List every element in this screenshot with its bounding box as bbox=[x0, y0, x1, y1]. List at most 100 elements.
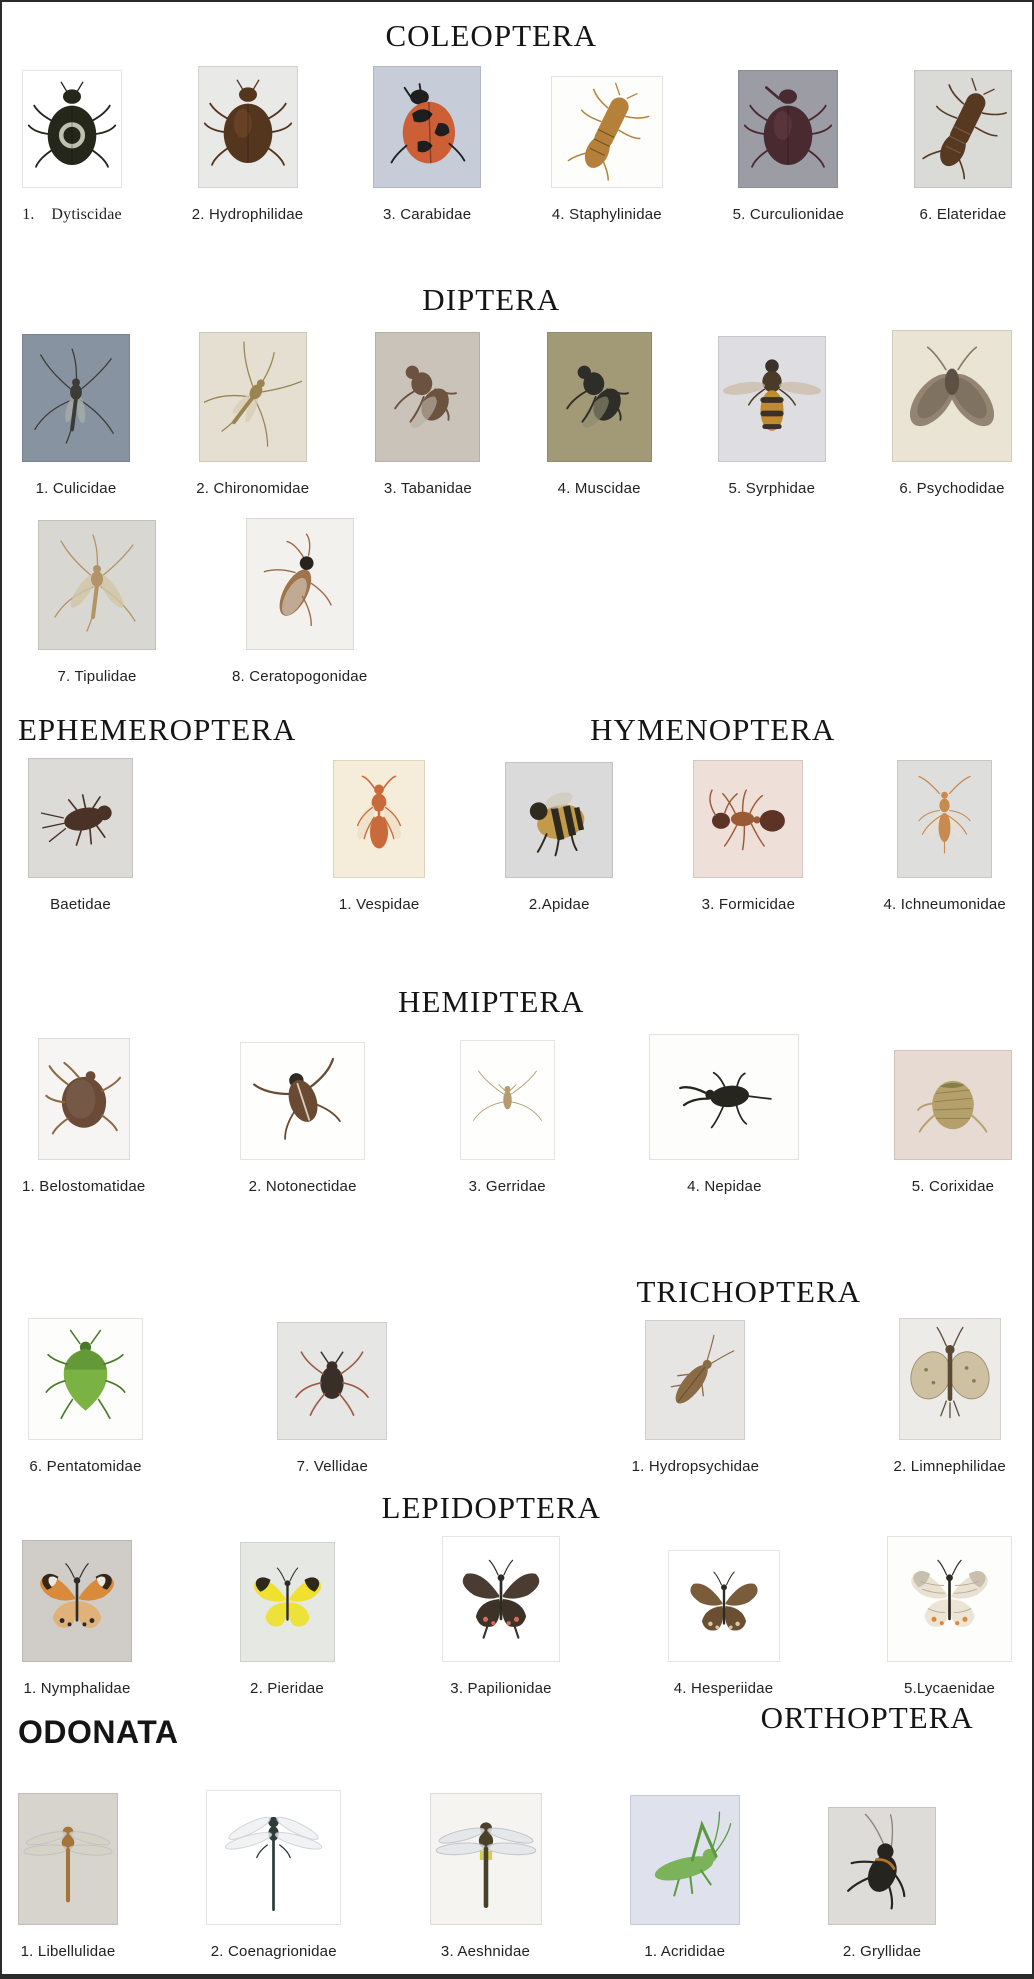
specimen-vespidae: 1. Vespidae bbox=[333, 760, 426, 914]
specimen-photo bbox=[693, 760, 804, 878]
specimen-label: 2. Hydrophilidae bbox=[191, 206, 304, 223]
specimen-label: 5. Corixidae bbox=[911, 1178, 995, 1195]
waterbug-icon bbox=[44, 1061, 121, 1135]
specimen-carabidae: 3. Carabidae bbox=[373, 66, 482, 224]
specimen-psychodidae: 6. Psychodidae bbox=[892, 330, 1012, 498]
specimen-row: Baetidae 1. Vespidae 2.Apidae 3. Formicidae… bbox=[2, 758, 1032, 914]
specimen-label: 6. Psychodidae bbox=[899, 480, 1005, 497]
specimen-row: 1. Libellulidae 2. Coenagrionidae 3. Aeshn… bbox=[2, 1790, 1032, 1961]
specimen-label: 7. Tipulidae bbox=[57, 668, 137, 685]
specimen-hydropsychidae: 1. Hydropsychidae bbox=[632, 1320, 760, 1476]
specimen-photo bbox=[206, 1790, 342, 1925]
specimen-ceratopogonidae: 8. Ceratopogonidae bbox=[232, 518, 367, 686]
specimen-syrphidae: 5. Syrphidae bbox=[717, 336, 826, 498]
fly-icon bbox=[565, 365, 629, 428]
specimen-label: 3. Aeshnidae bbox=[440, 1943, 531, 1960]
specimen-photo bbox=[649, 1034, 800, 1160]
bee-icon bbox=[530, 792, 585, 857]
dragonfly-icon bbox=[23, 1826, 113, 1903]
dragonfly-icon bbox=[435, 1822, 536, 1909]
specimen-photo bbox=[738, 70, 839, 188]
specimen-photo bbox=[629, 1795, 740, 1925]
specimen-label: 1. Libellulidae bbox=[20, 1943, 116, 1960]
specimen-label: 2. Notonectidae bbox=[248, 1178, 357, 1195]
specimen-photo bbox=[893, 1050, 1012, 1160]
mosquito-icon bbox=[34, 348, 114, 444]
specimen-ichneumonidae: 4. Ichneumonidae bbox=[884, 760, 1006, 914]
specimen-belostomatidae: 1. Belostomatidae bbox=[22, 1038, 145, 1196]
specimen-muscidae: 4. Muscidae bbox=[546, 332, 652, 498]
ichneumonid-icon bbox=[918, 775, 971, 854]
section-headings: EPHEMEROPTERA HYMENOPTERA bbox=[2, 710, 1032, 758]
specimen-row: 7. Tipulidae 8. Ceratopogonidae bbox=[2, 518, 1032, 686]
fly-icon bbox=[394, 365, 458, 428]
specimen-label: 1. Nymphalidae bbox=[23, 1680, 131, 1697]
specimen-acrididae: 1. Acrididae bbox=[629, 1795, 740, 1961]
specimen-label: 4. Nepidae bbox=[687, 1178, 762, 1195]
section-diptera: DIPTERA 1. Culicidae 2. Chironomidae 3. Tab… bbox=[2, 280, 1032, 686]
specimen-photo bbox=[913, 70, 1012, 188]
backswimmer-icon bbox=[253, 1057, 341, 1140]
specimen-label: 8. Ceratopogonidae bbox=[232, 668, 368, 685]
rove-icon bbox=[922, 77, 1007, 180]
specimen-photo bbox=[28, 1318, 143, 1440]
specimen-photo bbox=[245, 518, 354, 650]
order-heading-hemiptera: HEMIPTERA bbox=[398, 984, 585, 1019]
section-hemiptera: HEMIPTERA 1. Belostomatidae 2. Notonectida… bbox=[2, 982, 1032, 1196]
specimen-gryllidae: 2. Gryllidae bbox=[828, 1807, 936, 1961]
specimen-label: 5. Syrphidae bbox=[728, 480, 816, 497]
ladybird-icon bbox=[390, 83, 466, 164]
order-heading-orthoptera: ORTHOPTERA bbox=[760, 1700, 974, 1735]
specimen-photo bbox=[197, 66, 298, 188]
specimen-label: 3. Gerridae bbox=[468, 1178, 546, 1195]
specimen-label: 4. Hesperiidae bbox=[673, 1680, 774, 1697]
specimen-label: 4. Ichneumonidae bbox=[883, 896, 1006, 913]
specimen-label: 1. Culicidae bbox=[35, 480, 117, 497]
butterfly-icon bbox=[253, 1567, 321, 1627]
section-headings: COLEOPTERA bbox=[2, 16, 1032, 66]
specimen-label: 1. Belostomatidae bbox=[22, 1178, 146, 1195]
specimen-label: 2. Gryllidae bbox=[842, 1943, 922, 1960]
specimen-photo bbox=[459, 1040, 555, 1160]
caddis-icon bbox=[671, 1334, 735, 1404]
specimen-photo bbox=[240, 1042, 366, 1160]
specimen-nymphalidae: 1. Nymphalidae bbox=[22, 1540, 132, 1698]
specimen-culicidae: 1. Culicidae bbox=[22, 334, 130, 498]
section-coleoptera: COLEOPTERA 1. Dytiscidae 2. Hydrophilidae 3… bbox=[2, 2, 1032, 224]
specimen-pieridae: 2. Pieridae bbox=[239, 1542, 335, 1698]
caddisspread-icon bbox=[910, 1326, 990, 1419]
specimen-photo bbox=[505, 762, 614, 878]
strider-icon bbox=[472, 1070, 542, 1121]
specimen-label: 2. Coenagrionidae bbox=[210, 1943, 337, 1960]
section-ephemeroptera-hymenoptera: EPHEMEROPTERA HYMENOPTERA Baetidae 1. Vespi… bbox=[2, 710, 1032, 914]
specimen-photo bbox=[373, 66, 482, 188]
order-heading-odonata: ODONATA bbox=[18, 1714, 179, 1750]
ant-icon bbox=[709, 789, 786, 851]
specimen-label: 7. Vellidae bbox=[296, 1458, 368, 1475]
specimen-photo bbox=[667, 1550, 780, 1662]
specimen-label: 2. Chironomidae bbox=[196, 480, 310, 497]
specimen-photo bbox=[22, 334, 130, 462]
specimen-photo bbox=[887, 1536, 1012, 1662]
specimen-label: Baetidae bbox=[50, 896, 111, 913]
specimen-photo bbox=[198, 332, 307, 462]
specimen-label: 3. Carabidae bbox=[382, 206, 472, 223]
specimen-label: 6. Elateridae bbox=[919, 206, 1007, 223]
specimen-pentatomidae: 6. Pentatomidae bbox=[28, 1318, 143, 1476]
specimen-elateridae: 6. Elateridae bbox=[913, 70, 1012, 224]
specimen-row: 1. Culicidae 2. Chironomidae 3. Tabanidae 4… bbox=[2, 330, 1032, 498]
order-heading-coleoptera: COLEOPTERA bbox=[385, 18, 597, 53]
specimen-formicidae: 3. Formicidae bbox=[693, 760, 804, 914]
specimen-aeshnidae: 3. Aeshnidae bbox=[429, 1793, 542, 1961]
specimen-label: 1. Hydropsychidae bbox=[631, 1458, 760, 1475]
specimen-photo bbox=[429, 1793, 542, 1925]
bitingmidge-icon bbox=[263, 533, 332, 627]
specimen-label: 1. Dytiscidae bbox=[22, 206, 122, 223]
butterfly-icon bbox=[689, 1571, 758, 1631]
beetle-icon bbox=[27, 81, 117, 168]
corixid-icon bbox=[917, 1080, 988, 1133]
section-headings: TRICHOPTERA bbox=[2, 1272, 1032, 1318]
mayfly-icon bbox=[40, 794, 112, 846]
rove-icon bbox=[567, 82, 650, 181]
specimen-photo bbox=[38, 520, 156, 650]
